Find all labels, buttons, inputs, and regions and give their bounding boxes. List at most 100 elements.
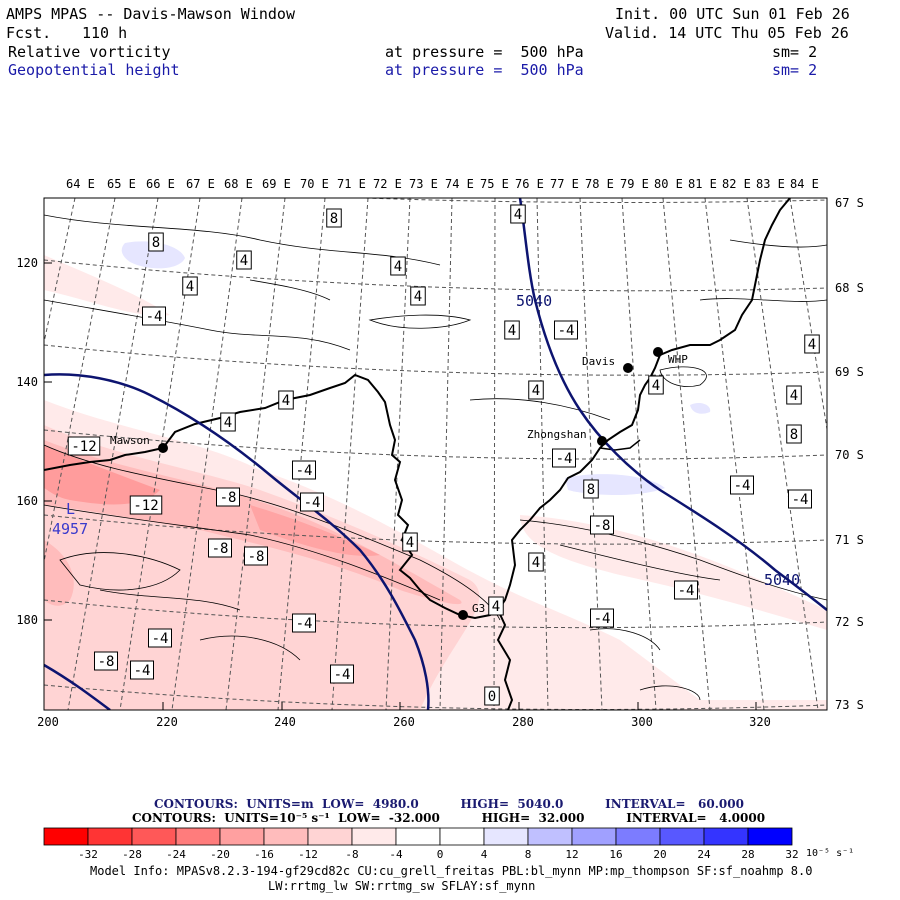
contour-label-box bbox=[67, 436, 101, 456]
vorticity-shade-core-west bbox=[44, 445, 160, 505]
colorbar-label: -24 bbox=[166, 848, 186, 861]
field2-smoothing: sm= 2 bbox=[772, 61, 818, 79]
x-tick-labels: 200 220 240 260 280 300 320 bbox=[37, 715, 771, 729]
x-tick-marks bbox=[43, 702, 757, 710]
contour-label-box bbox=[390, 256, 406, 276]
contour-label: -4 bbox=[792, 492, 809, 508]
lat-label: 71 S bbox=[835, 533, 864, 547]
vorticity-shade-core-mid bbox=[250, 505, 380, 556]
station-label-mawson: Mawson bbox=[110, 434, 150, 447]
map-frame bbox=[43, 197, 828, 711]
contour-label-box bbox=[244, 546, 268, 566]
lon-label: 65 E bbox=[107, 177, 136, 191]
y-tick-label: 160 bbox=[16, 494, 38, 508]
station-labels: Mawson Davis WHP Zhongshan G3 bbox=[110, 353, 688, 615]
height-label: 5040 bbox=[516, 292, 552, 310]
contour-label: 4 bbox=[186, 279, 194, 295]
contour-label-box bbox=[648, 375, 664, 395]
contour-label: -4 bbox=[678, 583, 695, 599]
geopotential-contours bbox=[44, 198, 827, 710]
lon-label: 75 E bbox=[480, 177, 509, 191]
contour-label-box bbox=[554, 320, 578, 340]
x-tick-label: 300 bbox=[631, 715, 653, 729]
lon-label: 79 E bbox=[620, 177, 649, 191]
contour-label-box bbox=[786, 424, 802, 444]
colorbar-label: -8 bbox=[345, 848, 358, 861]
colorbar-label: 24 bbox=[697, 848, 711, 861]
lat-label: 72 S bbox=[835, 615, 864, 629]
contour-label-box bbox=[788, 489, 812, 509]
field1-level: at pressure = 500 hPa bbox=[385, 43, 584, 61]
contour-label: -4 bbox=[152, 631, 169, 647]
colorbar-label: -12 bbox=[298, 848, 318, 861]
valid-time: Valid. 14 UTC Thu 05 Feb 26 bbox=[605, 24, 849, 42]
lon-label: 71 E bbox=[337, 177, 366, 191]
lon-label: 70 E bbox=[300, 177, 329, 191]
colorbar-label: 0 bbox=[437, 848, 444, 861]
coastline-south bbox=[496, 609, 514, 710]
low-center-value: 4957 bbox=[52, 520, 88, 538]
colorbar-label: -28 bbox=[122, 848, 142, 861]
contour-label-box bbox=[142, 306, 166, 326]
contour-label: -4 bbox=[134, 663, 151, 679]
contour-label: 4 bbox=[508, 323, 516, 339]
colorbar-cell bbox=[483, 827, 529, 846]
contour-label: 8 bbox=[790, 427, 798, 443]
colorbar-cell bbox=[43, 827, 89, 846]
contour-label: -4 bbox=[304, 495, 321, 511]
contour-label-box bbox=[130, 660, 154, 680]
lon-label: 83 E bbox=[756, 177, 785, 191]
y-tick-labels: 120 140 160 180 bbox=[16, 256, 38, 627]
contour-label: -4 bbox=[558, 323, 575, 339]
colorbar-label: 12 bbox=[565, 848, 578, 861]
lat-label: 70 S bbox=[835, 448, 864, 462]
colorbar-cell bbox=[571, 827, 617, 846]
contour-label: 4 bbox=[514, 207, 522, 223]
contour-label: -4 bbox=[296, 463, 313, 479]
colorbar-label: 8 bbox=[525, 848, 532, 861]
contour-label: -8 bbox=[212, 541, 229, 557]
contour-label: 4 bbox=[406, 535, 414, 551]
field1-smoothing: sm= 2 bbox=[772, 43, 818, 61]
colorbar-cell bbox=[703, 827, 749, 846]
station-dot-zhongshan bbox=[597, 436, 607, 446]
height-contour-labels: 5040 5040 L 4957 bbox=[52, 292, 800, 589]
contour-label-box bbox=[590, 608, 614, 628]
contour-label: 4 bbox=[532, 383, 540, 399]
station-dot-mawson bbox=[158, 443, 168, 453]
colorbar-label: -4 bbox=[389, 848, 403, 861]
y-tick-label: 180 bbox=[16, 613, 38, 627]
contour-label: 4 bbox=[492, 599, 500, 615]
vorticity-shade-positive-northeast bbox=[690, 402, 711, 414]
contour-label: -8 bbox=[248, 549, 265, 565]
y-tick-marks bbox=[44, 262, 52, 621]
contour-label-box bbox=[410, 286, 426, 306]
colorbar-label: 28 bbox=[741, 848, 754, 861]
x-tick-label: 220 bbox=[156, 715, 178, 729]
colorbar-cell bbox=[659, 827, 705, 846]
contour-label: 8 bbox=[152, 235, 160, 251]
model-info-line1: Model Info: MPASv8.2.3-194-gf29cd82c CU:… bbox=[90, 864, 813, 878]
longitude-grid bbox=[44, 198, 827, 710]
station-label-davis: Davis bbox=[582, 355, 615, 368]
lat-label: 67 S bbox=[835, 196, 864, 210]
contour-label: 4 bbox=[282, 393, 290, 409]
contour-label: -4 bbox=[556, 451, 573, 467]
vorticity-shade-northwest bbox=[44, 255, 170, 316]
low-center-marker: L bbox=[66, 500, 75, 518]
vorticity-shade-band-moderate bbox=[44, 440, 462, 605]
x-tick-label: 200 bbox=[37, 715, 59, 729]
colorbar-label: 32 bbox=[785, 848, 798, 861]
colorbar-cell bbox=[219, 827, 265, 846]
latitude-labels: 67 S 68 S 69 S 70 S 71 S 72 S 73 S bbox=[835, 196, 864, 712]
contour-label-box bbox=[528, 380, 544, 400]
contour-label: -4 bbox=[734, 478, 751, 494]
colorbar-unit: 10⁻⁵ s⁻¹ bbox=[806, 848, 854, 859]
station-dot-davis bbox=[623, 363, 633, 373]
contour-label: -12 bbox=[133, 498, 158, 514]
field2-name: Geopotential height bbox=[8, 61, 180, 79]
lon-label: 68 E bbox=[224, 177, 253, 191]
contour-label-box bbox=[504, 320, 520, 340]
lon-label: 74 E bbox=[445, 177, 474, 191]
